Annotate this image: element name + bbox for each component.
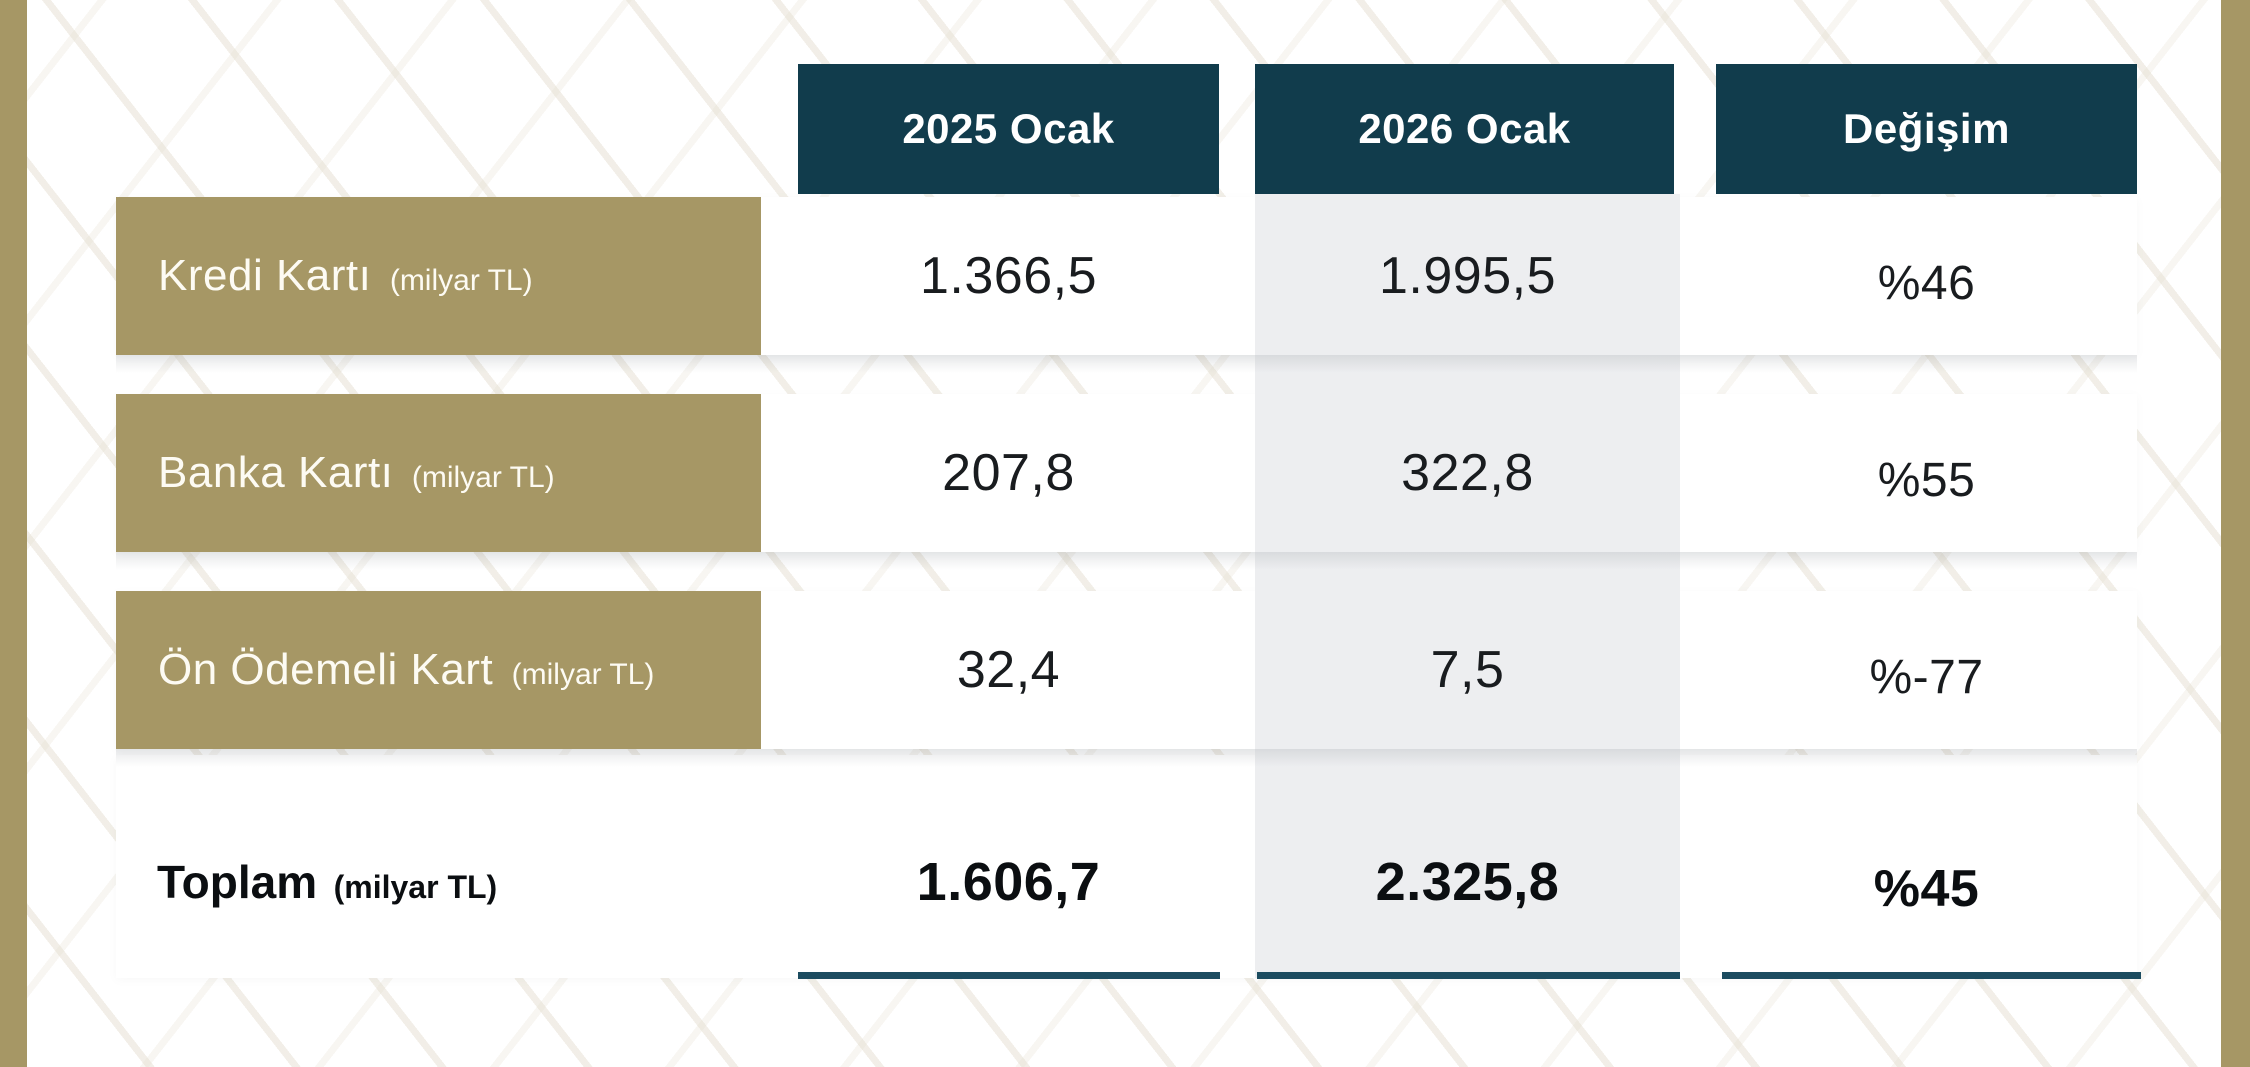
cell-kredi-karti-2025: 1.366,5 xyxy=(920,247,1097,305)
row-label-unit: (milyar TL) xyxy=(389,264,533,297)
column-underline-degisim xyxy=(1722,972,2141,979)
highlighted-column-2026 xyxy=(1255,194,1680,978)
cell-kredi-karti-2026: 1.995,5 xyxy=(1379,247,1556,305)
column-header-degisim: Değişim xyxy=(1716,64,2137,194)
right-gold-strip xyxy=(2221,0,2250,1067)
row-label-text: Banka Kartı xyxy=(158,448,394,497)
row-label-text: Kredi Kartı xyxy=(158,251,372,300)
column-header-label: Değişim xyxy=(1843,105,2010,152)
cell-on-odemeli-2025: 32,4 xyxy=(956,641,1061,699)
cell-toplam-2025: 1.606,7 xyxy=(916,852,1101,912)
row-label-unit: (milyar TL) xyxy=(511,658,655,691)
column-underline-2025 xyxy=(798,972,1220,979)
cell-banka-karti-2026: 322,8 xyxy=(1401,444,1534,502)
column-header-label: 2026 Ocak xyxy=(1358,105,1571,152)
column-header-label: 2025 Ocak xyxy=(902,105,1115,152)
cell-kredi-karti-degisim: %46 xyxy=(1877,256,1976,310)
cell-on-odemeli-2026: 7,5 xyxy=(1430,641,1505,699)
total-row-label: Toplam (milyar TL) xyxy=(157,782,497,982)
row-separator xyxy=(116,552,2137,570)
row-separator xyxy=(116,749,2137,767)
total-row-band xyxy=(116,755,2137,978)
row-label-on-odemeli-kart: Ön Ödemeli Kart (milyar TL) xyxy=(116,591,761,749)
column-header-2025-ocak: 2025 Ocak xyxy=(798,64,1219,194)
cell-banka-karti-2025: 207,8 xyxy=(942,444,1075,502)
column-header-2026-ocak: 2026 Ocak xyxy=(1255,64,1674,194)
total-label-unit: (milyar TL) xyxy=(333,869,498,905)
column-underline-2026 xyxy=(1257,972,1680,979)
row-label-text: Ön Ödemeli Kart xyxy=(158,645,494,694)
row-separator xyxy=(116,355,2137,373)
cell-toplam-degisim: %45 xyxy=(1873,860,1980,918)
cell-toplam-2026: 2.325,8 xyxy=(1375,852,1560,912)
row-label-kredi-karti: Kredi Kartı (milyar TL) xyxy=(116,197,761,355)
row-label-unit: (milyar TL) xyxy=(411,461,555,494)
left-gold-strip xyxy=(0,0,27,1067)
row-label-banka-karti: Banka Kartı (milyar TL) xyxy=(116,394,761,552)
total-label-text: Toplam xyxy=(157,856,318,908)
cell-on-odemeli-degisim: %-77 xyxy=(1869,650,1984,704)
cell-banka-karti-degisim: %55 xyxy=(1877,453,1976,507)
